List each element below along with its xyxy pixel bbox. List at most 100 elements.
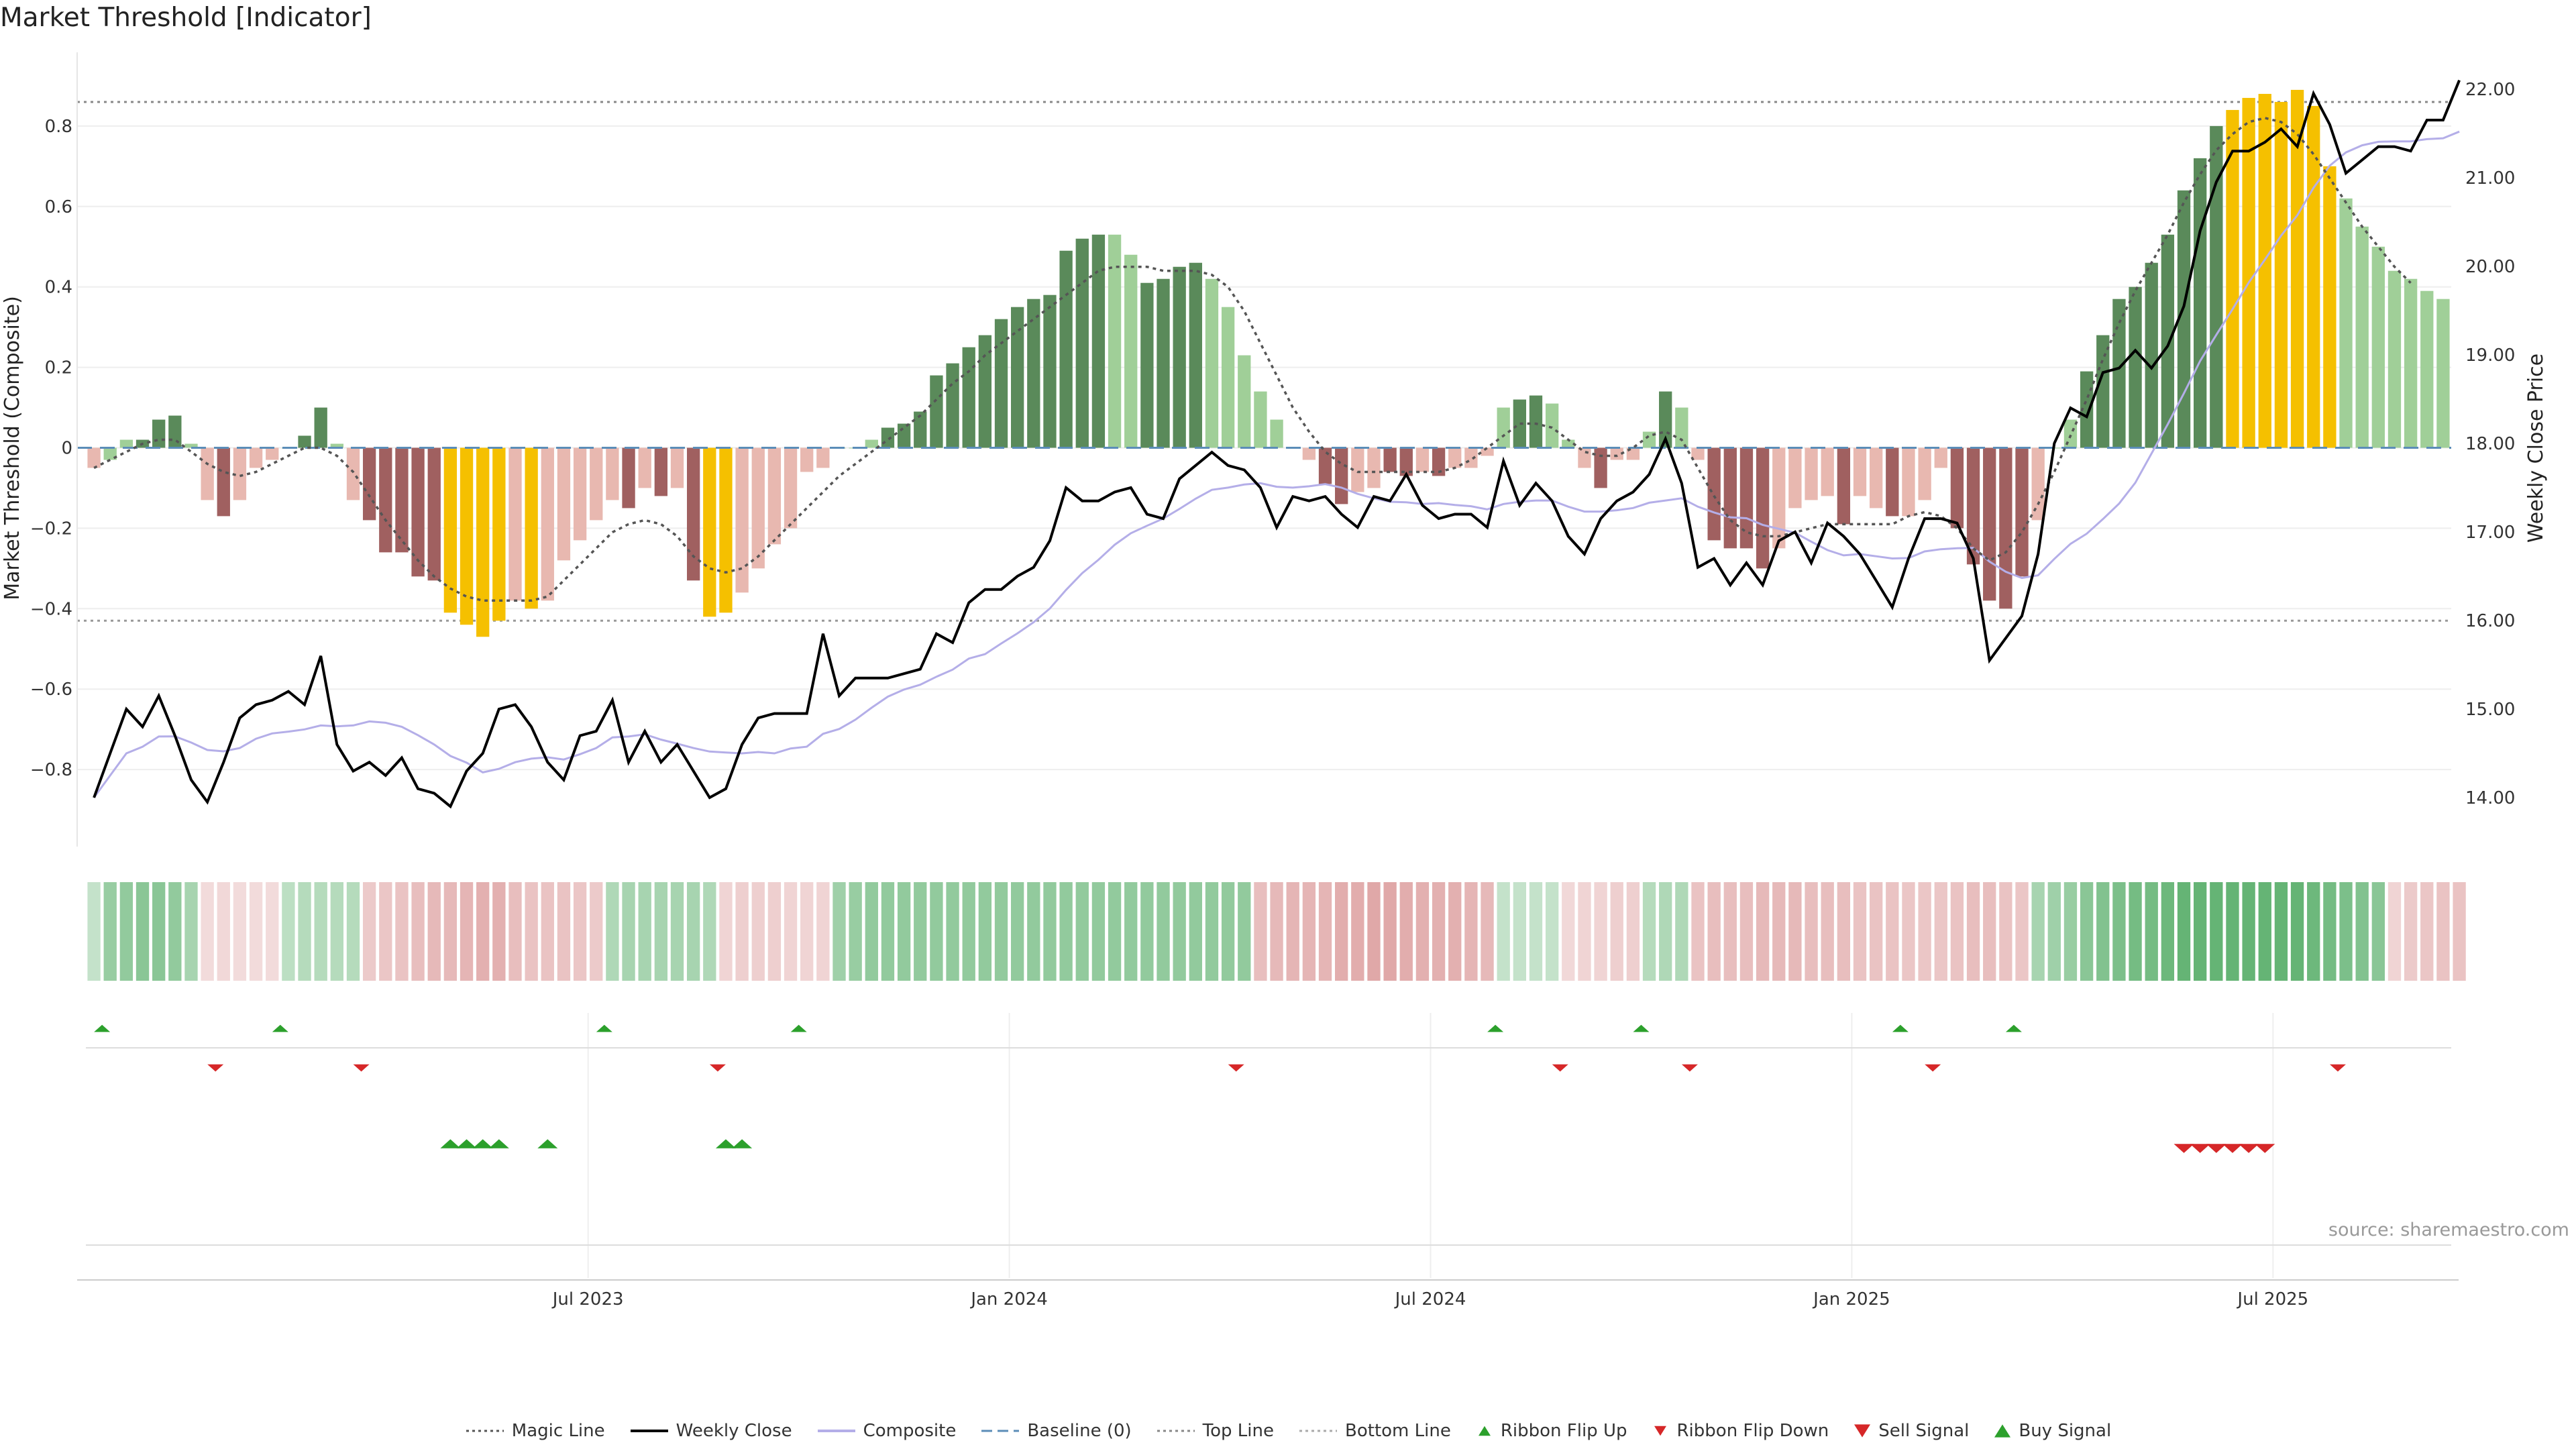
ribbon-cell: [249, 882, 263, 981]
composite-bar: [2063, 419, 2078, 448]
composite-bar: [1302, 447, 1316, 460]
composite-bar: [622, 447, 635, 508]
composite-bar: [476, 447, 490, 637]
ribbon-cell: [2177, 882, 2191, 981]
composite-bar: [865, 439, 878, 448]
ribbon-cell: [1173, 882, 1186, 981]
ribbon-cell: [330, 882, 343, 981]
composite-bar: [1189, 262, 1202, 448]
composite-bar: [1205, 278, 1219, 448]
ribbon-cell: [881, 882, 895, 981]
ribbon-cell: [184, 882, 198, 981]
ribbon-cell: [703, 882, 716, 981]
sell-signal-marker: [2239, 1144, 2259, 1153]
ribbon-cell: [573, 882, 587, 981]
magic-line: [93, 117, 2412, 602]
composite-bar: [719, 447, 733, 613]
sell-signal-marker: [2190, 1144, 2210, 1153]
composite-bar: [2387, 270, 2402, 448]
legend-label: Sell Signal: [1878, 1421, 1970, 1441]
ribbon-cell: [994, 882, 1008, 981]
ribbon-cell: [800, 882, 814, 981]
composite-bar: [1772, 447, 1786, 549]
ribbon-cell: [849, 882, 862, 981]
ribbon-cell: [1254, 882, 1267, 981]
composite-bar: [1626, 447, 1640, 460]
x-tick-label: Jul 2025: [2236, 1289, 2308, 1309]
legend-item: Sell Signal: [1853, 1421, 1969, 1441]
composite-bar: [1383, 447, 1397, 472]
ribbon-cell: [1853, 882, 1867, 981]
ribbon-cell: [1205, 882, 1219, 981]
left-tick-label: −0.6: [30, 680, 72, 700]
composite-bar: [1691, 447, 1705, 460]
ribbon-cell: [557, 882, 571, 981]
legend-swatch: [817, 1430, 855, 1432]
ribbon-cell: [670, 882, 684, 981]
composite-bar: [1432, 447, 1446, 476]
composite-bar: [1399, 447, 1413, 476]
legend-swatch: [1478, 1426, 1491, 1436]
composite-bar: [201, 447, 214, 500]
ribbon-cell: [1691, 882, 1705, 981]
buy-signal-marker: [440, 1139, 461, 1148]
ribbon-cell: [1367, 882, 1381, 981]
ribbon-cell: [638, 882, 651, 981]
ribbon-cell: [1886, 882, 1899, 981]
ribbon-cell: [2226, 882, 2239, 981]
composite-bar: [395, 447, 409, 553]
ribbon-cell: [2355, 882, 2369, 981]
ribbon-cell: [1448, 882, 1462, 981]
ribbon-cell: [1140, 882, 1154, 981]
ribbon-flip-up-marker: [94, 1024, 111, 1032]
ribbon-cell: [816, 882, 830, 981]
composite-bar: [87, 447, 101, 468]
composite-bar: [816, 447, 830, 468]
composite-bar: [1497, 407, 1510, 448]
composite-bar: [2145, 262, 2158, 448]
composite-bar: [2226, 109, 2239, 448]
composite-bar: [1821, 447, 1834, 496]
ribbon-cell: [1513, 882, 1526, 981]
composite-bar: [946, 363, 959, 448]
right-tick-label: 20.00: [2465, 257, 2515, 277]
composite-bar: [1221, 307, 1235, 448]
ribbon-cell: [492, 882, 506, 981]
composite-bar: [314, 407, 327, 448]
right-tick-label: 19.00: [2465, 345, 2515, 366]
ribbon-cell: [411, 882, 425, 981]
ribbon-cell: [2015, 882, 2029, 981]
legend-label: Weekly Close: [676, 1421, 792, 1441]
composite-bar: [1481, 447, 1494, 456]
composite-bar: [2290, 89, 2304, 448]
composite-bar: [1367, 447, 1381, 488]
x-tick-label: Jul 2024: [1394, 1289, 1466, 1309]
ribbon-cell: [1124, 882, 1138, 981]
ribbon-cell: [201, 882, 214, 981]
composite-bar: [1934, 447, 1947, 468]
composite-bar: [2323, 166, 2337, 448]
ribbon-cell: [1902, 882, 1915, 981]
composite-bar: [1642, 431, 1656, 448]
ribbon-cell: [1756, 882, 1770, 981]
composite-bar: [2274, 101, 2288, 448]
right-tick-label: 14.00: [2465, 788, 2515, 808]
composite-bar: [379, 447, 392, 553]
composite-bar: [1756, 447, 1770, 569]
legend-swatch: [1299, 1430, 1337, 1432]
left-tick-label: −0.2: [30, 519, 72, 539]
composite-bar: [1448, 447, 1462, 468]
composite-bar: [1578, 447, 1591, 468]
legend-label: Composite: [863, 1421, 957, 1441]
composite-bar: [1270, 419, 1283, 448]
composite-bar: [881, 427, 895, 448]
ribbon-cell: [460, 882, 474, 981]
composite-bar: [492, 447, 506, 621]
legend-label: Buy Signal: [2019, 1421, 2112, 1441]
composite-bar: [654, 447, 668, 496]
ribbon-cell: [686, 882, 700, 981]
ribbon-cell: [1481, 882, 1494, 981]
ribbon-cell: [2210, 882, 2223, 981]
axes: 0.8 0.6 0.4 0.2 0 −0.2 −0.4 −0.6 −0.8 22.00 21.00 2…: [1, 52, 2548, 1309]
x-tick-label: Jul 2023: [551, 1289, 624, 1309]
